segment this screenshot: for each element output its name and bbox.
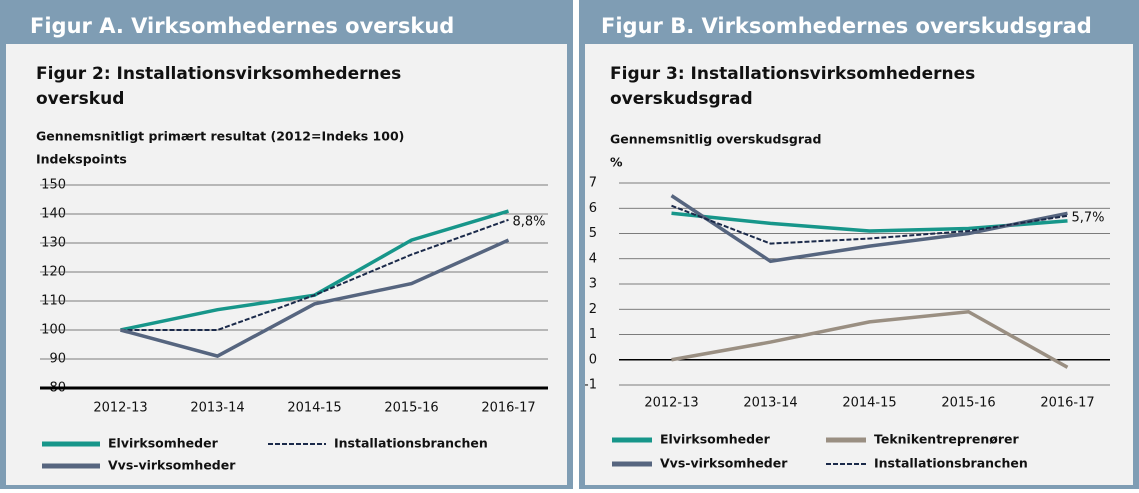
subtitle: Gennemsnitligt primært resultat (2012=In… (36, 129, 404, 144)
x-tick-label: 2016-17 (1040, 396, 1094, 411)
x-tick-label: 2013-14 (743, 396, 797, 411)
chart: Gennemsnitlig overskudsgrad% -1 0 1 2 3 4 5 6 7 20… (585, 132, 1110, 471)
annotation: 8,8% (513, 214, 546, 229)
line (671, 309, 1069, 369)
x-tick-label: 2016-17 (481, 401, 535, 416)
legend-label: Elvirksomheder (108, 436, 219, 451)
chart: Gennemsnitligt primært resultat (2012=In… (36, 129, 548, 473)
line (120, 218, 509, 331)
chart-title: Figur 3: Installationsvirksomhedernes ov… (610, 64, 976, 109)
panel-header: Figur A. Virksomhedernes overskud (30, 14, 455, 38)
legend-label: Teknikentreprenører (874, 432, 1020, 447)
chart-title: Figur 2: Installationsvirksomhedernes ov… (36, 64, 402, 109)
legend-label: Installationsbranchen (874, 456, 1028, 471)
y-tick-label: 5 (589, 226, 597, 241)
x-tick-label: 2014-15 (842, 396, 896, 411)
x-tick-label: 2015-16 (941, 396, 995, 411)
y-tick-label: 1 (589, 327, 597, 342)
x-tick-label: 2012-13 (93, 401, 147, 416)
legend-label: Installationsbranchen (334, 436, 488, 451)
panel-header: Figur B. Virksomhedernes overskudsgrad (601, 14, 1092, 38)
y-tick-label: 6 (589, 201, 597, 216)
line (671, 204, 1068, 245)
legend-label: Vvs-virksomheder (108, 458, 236, 473)
line (120, 238, 510, 358)
y-tick-label: 4 (589, 251, 597, 266)
legend-label: Vvs-virksomheder (660, 456, 788, 471)
chart-box: Gennemsnitlig overskudsgrad% -1 0 1 2 3 4 5 6 7 20… (585, 44, 1133, 485)
subtitle: Gennemsnitlig overskudsgrad (610, 132, 821, 147)
y-axis-label: Indekspoints (36, 152, 127, 167)
x-tick-label: 2015-16 (384, 401, 438, 416)
legend-label: Elvirksomheder (660, 432, 771, 447)
y-axis-label: % (610, 155, 623, 170)
y-tick-label: 0 (589, 352, 597, 367)
line (120, 209, 510, 332)
x-tick-label: 2013-14 (190, 401, 244, 416)
panel: Figur A. Virksomhedernes overskud Gennem… (0, 0, 573, 489)
y-tick-label: 3 (589, 277, 597, 292)
x-tick-label: 2014-15 (287, 401, 341, 416)
x-tick-label: 2012-13 (644, 396, 698, 411)
y-tick-label: 7 (589, 176, 597, 191)
y-tick-label: 2 (589, 302, 597, 317)
chart-box: Gennemsnitligt primært resultat (2012=In… (6, 44, 567, 485)
panel: Figur B. Virksomhedernes overskudsgrad G… (579, 0, 1139, 489)
annotation: 5,7% (1072, 210, 1105, 225)
y-tick-label: -1 (585, 378, 597, 393)
